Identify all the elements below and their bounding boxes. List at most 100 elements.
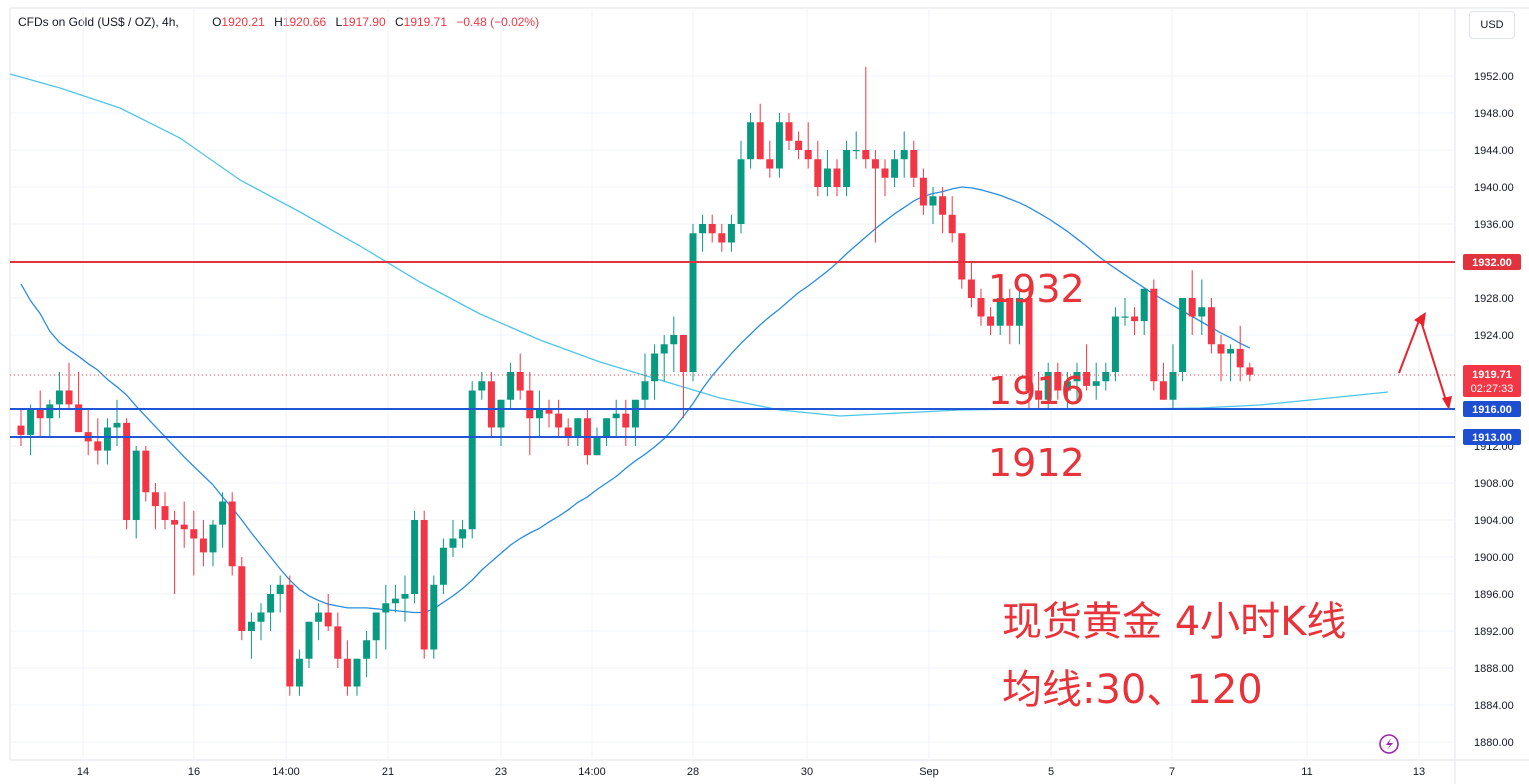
candle bbox=[103, 418, 111, 465]
candle bbox=[929, 187, 937, 224]
candle bbox=[785, 113, 793, 150]
candle bbox=[36, 390, 44, 437]
candle bbox=[1035, 372, 1043, 409]
candle bbox=[161, 492, 169, 530]
candle bbox=[823, 150, 831, 197]
candle bbox=[295, 649, 303, 696]
candle bbox=[795, 131, 803, 160]
candle bbox=[555, 399, 563, 437]
candle bbox=[977, 288, 985, 326]
candle bbox=[1150, 279, 1158, 391]
candle bbox=[1198, 279, 1206, 335]
time-tick-label: 14:00 bbox=[578, 766, 606, 778]
candle bbox=[75, 372, 83, 433]
candle bbox=[967, 261, 975, 308]
svg-text:1932.00: 1932.00 bbox=[1472, 257, 1512, 269]
candle bbox=[94, 418, 102, 465]
candle bbox=[199, 520, 207, 567]
candle bbox=[535, 390, 543, 437]
price-tick-label: 1908.00 bbox=[1474, 478, 1514, 490]
candle bbox=[1140, 288, 1148, 335]
time-tick-label: 21 bbox=[382, 766, 394, 778]
candle bbox=[699, 214, 707, 252]
candle bbox=[919, 168, 927, 215]
time-tick-label: 7 bbox=[1169, 766, 1175, 778]
candle bbox=[401, 575, 409, 622]
badge-1913: 1913.00 bbox=[1463, 429, 1521, 445]
ma30-line bbox=[20, 186, 1251, 614]
candle bbox=[910, 140, 918, 187]
currency-button[interactable]: USD bbox=[1469, 11, 1515, 39]
price-tick-label: 1880.00 bbox=[1474, 737, 1514, 749]
candle bbox=[871, 150, 879, 243]
candle bbox=[180, 501, 188, 548]
candle bbox=[545, 399, 553, 428]
candle bbox=[209, 520, 217, 567]
candle bbox=[1159, 362, 1167, 400]
candle bbox=[708, 214, 716, 243]
candle bbox=[612, 399, 620, 437]
candle bbox=[420, 510, 428, 659]
time-axis[interactable]: 14 16 14:00 21 23 14:00 28 30 Sep 5 7 11 13 bbox=[77, 766, 1425, 778]
time-tick-label: 14:00 bbox=[272, 766, 300, 778]
candle bbox=[516, 353, 524, 400]
candle bbox=[670, 316, 678, 372]
candle bbox=[276, 575, 284, 613]
candle bbox=[1131, 307, 1139, 335]
candle bbox=[219, 492, 227, 548]
price-tick-label: 1944.00 bbox=[1474, 145, 1514, 157]
candle bbox=[622, 399, 630, 446]
candle bbox=[1179, 298, 1187, 382]
candle bbox=[430, 575, 438, 659]
symbol-legend: CFDs on Gold (US$ / OZ), 4h, O1920.21 H1… bbox=[18, 15, 545, 29]
candle bbox=[833, 159, 841, 197]
candle bbox=[363, 631, 371, 678]
candle bbox=[1054, 362, 1062, 400]
candle bbox=[391, 584, 399, 613]
candle bbox=[142, 446, 150, 502]
candle bbox=[459, 520, 467, 548]
candle bbox=[84, 409, 92, 456]
candle bbox=[1006, 288, 1014, 345]
candle bbox=[1102, 362, 1110, 391]
candle bbox=[353, 658, 361, 696]
candle bbox=[718, 224, 726, 252]
candle bbox=[881, 159, 889, 197]
candle bbox=[1015, 288, 1023, 345]
ohlc-low: L1917.90 bbox=[335, 15, 386, 29]
candle bbox=[891, 150, 899, 187]
price-tick-label: 1924.00 bbox=[1474, 330, 1514, 342]
annotation-1932: 1932 bbox=[988, 267, 1085, 311]
time-tick-label: Sep bbox=[919, 766, 939, 778]
candle bbox=[1111, 307, 1119, 382]
ohlc-high: H1920.66 bbox=[274, 15, 327, 29]
candle bbox=[852, 131, 860, 160]
price-tick-label: 1888.00 bbox=[1474, 663, 1514, 675]
candle bbox=[267, 584, 275, 631]
candle bbox=[727, 214, 735, 252]
candle bbox=[65, 362, 73, 409]
price-tick-label: 1900.00 bbox=[1474, 552, 1514, 564]
svg-text:1916.00: 1916.00 bbox=[1472, 404, 1512, 416]
candle bbox=[1207, 298, 1215, 354]
candle bbox=[315, 603, 323, 641]
annotation-1912: 1912 bbox=[988, 441, 1085, 485]
badge-1932: 1932.00 bbox=[1463, 254, 1521, 270]
price-tick-label: 1928.00 bbox=[1474, 293, 1514, 305]
candle bbox=[996, 288, 1004, 335]
ohlc-open: O1920.21 bbox=[212, 15, 265, 29]
svg-text:1919.71: 1919.71 bbox=[1472, 369, 1512, 381]
time-tick-label: 28 bbox=[687, 766, 699, 778]
price-tick-label: 1952.00 bbox=[1474, 71, 1514, 83]
candle bbox=[737, 140, 745, 234]
candle bbox=[804, 122, 812, 169]
candle bbox=[1227, 344, 1235, 382]
candle bbox=[775, 113, 783, 178]
lightning-icon[interactable] bbox=[1379, 734, 1399, 754]
candle bbox=[468, 381, 476, 539]
candle bbox=[651, 344, 659, 400]
candle bbox=[1063, 372, 1071, 409]
forecast-arrows bbox=[1398, 312, 1452, 410]
